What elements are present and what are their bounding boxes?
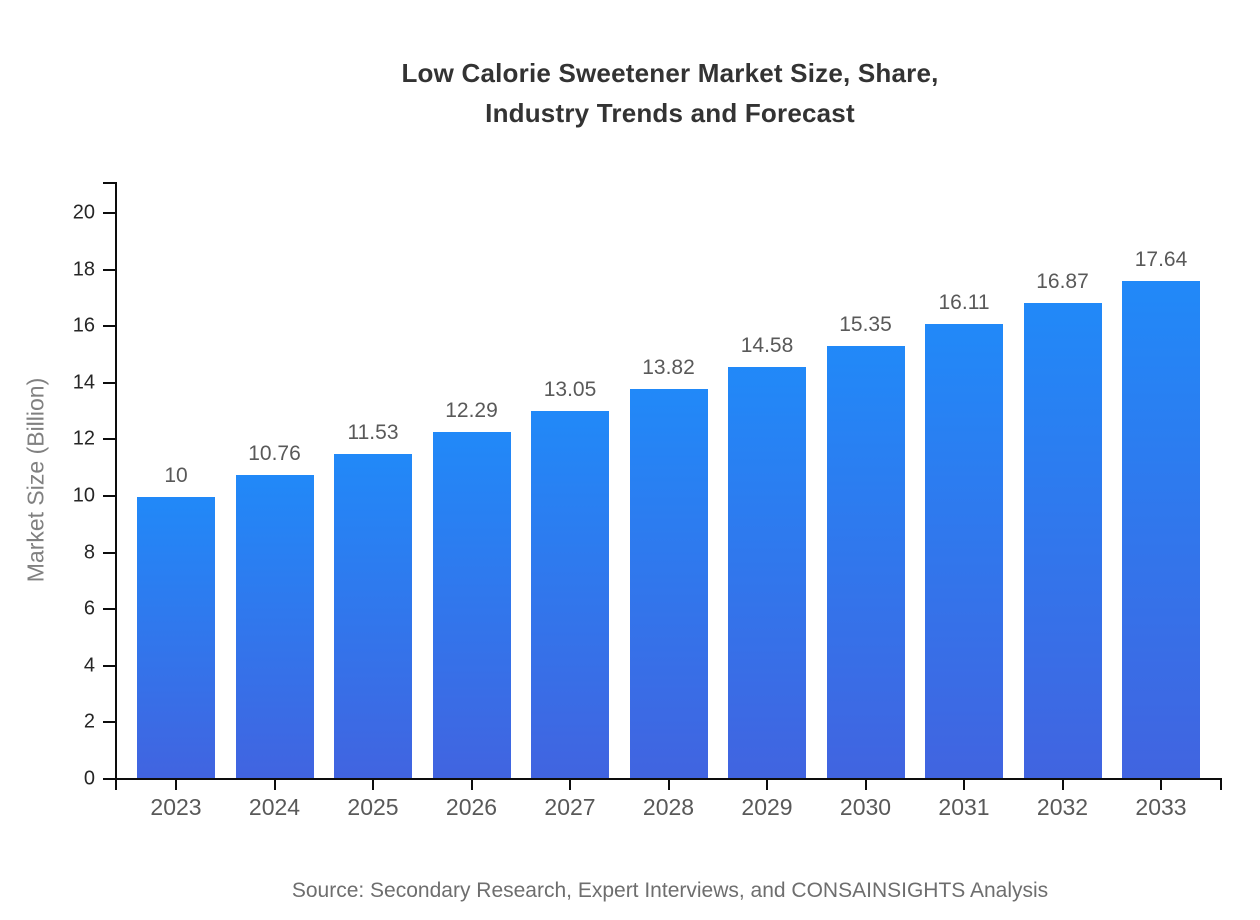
bar-2033: [1122, 280, 1200, 778]
x-tick-label: 2026: [445, 794, 498, 820]
x-tick-label: 2025: [347, 794, 399, 820]
bar-value-label: 12.29: [445, 399, 498, 423]
source-note: Source: Secondary Research, Expert Inter…: [291, 879, 1049, 902]
bar-value-label: 16.11: [938, 291, 990, 315]
bar-value-label: 10.76: [248, 442, 301, 466]
x-tick: [963, 780, 965, 790]
y-tick-label: 18: [72, 258, 95, 281]
x-tick: [175, 780, 177, 790]
y-tick: [103, 778, 115, 780]
x-axis-line: [115, 778, 1222, 780]
x-tick-label: 2027: [544, 794, 596, 820]
y-tick-label: 4: [83, 654, 95, 677]
bar-value-label: 13.05: [543, 377, 597, 401]
y-tick-label: 2: [83, 710, 95, 733]
bar-value-label: 17.64: [1134, 247, 1188, 271]
chart-title-line-1: Low Calorie Sweetener Market Size, Share…: [401, 58, 939, 88]
x-tick-label: 2029: [741, 794, 793, 820]
x-tick: [766, 780, 768, 790]
y-tick-label: 8: [83, 541, 95, 564]
x-axis-end-cap: [1220, 780, 1222, 790]
y-tick: [103, 721, 115, 724]
y-tick: [103, 325, 115, 328]
y-tick: [103, 551, 115, 554]
bar-value-label: 14.58: [740, 334, 794, 358]
y-tick-label: 20: [72, 201, 95, 224]
x-tick-label: 2030: [839, 794, 892, 820]
y-tick-label: 6: [83, 597, 95, 620]
x-tick-label: 2031: [938, 794, 990, 820]
y-tick: [103, 438, 115, 441]
bar-2030: [826, 345, 905, 778]
x-tick: [569, 780, 571, 790]
bar-value-label: 15.35: [839, 312, 892, 336]
y-tick-label: 10: [72, 484, 95, 507]
x-tick-label: 2028: [642, 794, 695, 820]
y-tick: [103, 268, 115, 271]
y-tick: [103, 608, 115, 611]
y-tick: [103, 212, 115, 214]
x-tick-label: 2023: [150, 794, 202, 820]
y-tick-label: 14: [72, 371, 95, 394]
y-tick-label: 12: [72, 427, 95, 450]
chart-title: Low Calorie Sweetener Market Size, Share…: [220, 53, 1120, 133]
x-tick-label: 2032: [1036, 794, 1089, 820]
bar-2026: [432, 432, 511, 778]
bar-2027: [531, 410, 609, 778]
x-tick-label: 2024: [248, 794, 301, 820]
x-tick: [1160, 780, 1162, 790]
bar-value-label: 16.87: [1036, 269, 1089, 293]
x-tick: [667, 780, 670, 790]
x-tick: [1061, 780, 1064, 790]
x-tick: [372, 780, 374, 790]
x-tick-label: 2033: [1135, 794, 1187, 820]
bar-2024: [235, 475, 314, 778]
x-tick: [470, 780, 473, 790]
bar-value-label: 10: [164, 464, 188, 487]
bar-2028: [629, 388, 708, 778]
y-axis-line: [115, 182, 117, 790]
bar-2025: [334, 453, 412, 778]
bar-2032: [1023, 302, 1102, 778]
y-axis-end-cap: [103, 182, 115, 184]
x-tick: [273, 780, 276, 790]
y-tick: [103, 664, 115, 667]
y-tick: [103, 495, 115, 497]
bar-value-label: 13.82: [642, 355, 695, 379]
bar-2029: [728, 367, 806, 778]
bar-2023: [137, 497, 215, 778]
y-tick-label: 16: [72, 314, 95, 337]
bar-2031: [925, 324, 1003, 778]
y-tick: [103, 381, 115, 384]
bar-value-label: 11.53: [347, 420, 399, 444]
chart-title-line-2: Industry Trends and Forecast: [485, 98, 855, 128]
x-tick: [864, 780, 867, 790]
y-tick-label: 0: [83, 767, 95, 790]
